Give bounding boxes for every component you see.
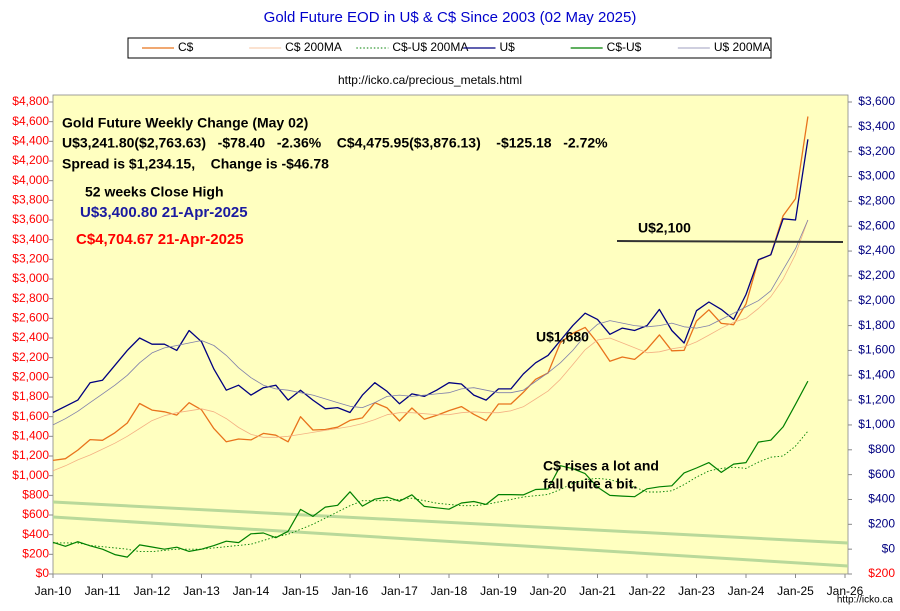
source: http://icko.ca/precious_metals.html	[338, 73, 522, 87]
x-tick-label: Jan-22	[629, 584, 666, 598]
legend-label: C$	[178, 40, 194, 54]
y-tick-label: $2,400	[12, 330, 49, 344]
y-tick-label: $1,200	[12, 448, 49, 462]
annotation: C$ rises a lot and	[543, 458, 659, 474]
y-tick-label: $3,200	[12, 252, 49, 266]
y2-tick-label: $1,000	[858, 417, 895, 431]
note: U$3,400.80 21-Apr-2025	[80, 204, 248, 221]
x-tick-label: Jan-18	[431, 584, 468, 598]
chart-title: Gold Future EOD in U$ & C$ Since 2003 (0…	[264, 9, 637, 26]
series-line	[52, 380, 809, 558]
y2-tick-label: $1,800	[858, 318, 895, 332]
legend-label: C$-U$	[607, 40, 642, 54]
trend-line	[52, 500, 849, 545]
y-tick-label: $3,800	[12, 193, 49, 207]
y2-tick-label: $2,600	[858, 218, 895, 232]
x-tick-label: Jan-24	[728, 584, 765, 598]
y-tick-label: $2,200	[12, 350, 49, 364]
y2-tick-label: $2,400	[858, 243, 895, 257]
annotation: U$1,680	[536, 329, 589, 345]
y2-tick-label: $0	[882, 541, 896, 555]
legend-label: C$-U$ 200MA	[392, 40, 468, 54]
note: 52 weeks Close High	[85, 184, 224, 200]
note: C$4,704.67 21-Apr-2025	[76, 231, 244, 248]
y-tick-label: $200	[22, 547, 49, 561]
reference-line	[616, 240, 844, 243]
note: Spread is $1,234.15, Change is -$46.78	[62, 156, 329, 172]
x-tick-label: Jan-16	[332, 584, 369, 598]
y-tick-label: $1,800	[12, 389, 49, 403]
y-tick-label: $1,400	[12, 429, 49, 443]
legend	[127, 37, 772, 59]
x-tick-label: Jan-23	[678, 584, 715, 598]
trend-line	[52, 515, 849, 568]
series-group	[52, 116, 809, 558]
x-tick-label: Jan-15	[282, 584, 319, 598]
note: U$3,241.80($2,763.63) -$78.40 -2.36% C$4…	[62, 135, 608, 151]
legend-label: U$ 200MA	[714, 40, 771, 54]
y-tick-label: $4,800	[12, 94, 49, 108]
series-line	[52, 219, 809, 426]
x-tick-label: Jan-25	[777, 584, 814, 598]
legend-label: C$ 200MA	[285, 40, 342, 54]
y-tick-label: $600	[22, 507, 49, 521]
y-tick-label: $4,400	[12, 134, 49, 148]
y2-tick-label: $200	[868, 566, 895, 580]
y-tick-label: $3,400	[12, 232, 49, 246]
y-tick-label: $800	[22, 488, 49, 502]
y-tick-label: $3,600	[12, 212, 49, 226]
y2-tick-label: $3,000	[858, 169, 895, 183]
y2-tick-label: $600	[868, 467, 895, 481]
y2-tick-label: $2,000	[858, 293, 895, 307]
x-tick-label: Jan-13	[183, 584, 220, 598]
y-tick-label: $2,000	[12, 370, 49, 384]
y-tick-label: $4,000	[12, 173, 49, 187]
y2-tick-label: $1,600	[858, 343, 895, 357]
annotation: U$2,100	[638, 220, 691, 236]
y-tick-label: $4,200	[12, 153, 49, 167]
y2-tick-label: $3,600	[858, 94, 895, 108]
y2-tick-label: $2,200	[858, 268, 895, 282]
x-tick-label: Jan-26	[827, 584, 864, 598]
y2-tick-label: $3,200	[858, 144, 895, 158]
credit: http://icko.ca	[837, 595, 894, 606]
y2-tick-label: $2,800	[858, 194, 895, 208]
legend-items: C$ C$ 200MA C$-U$ 200MA U$ C$-U$ U$ 200MA	[142, 40, 771, 54]
x-tick-label: Jan-14	[233, 584, 270, 598]
y2-tick-label: $200	[868, 516, 895, 530]
y2-tick-label: $1,200	[858, 392, 895, 406]
series-line	[52, 116, 809, 462]
y2-tick-label: $400	[868, 492, 895, 506]
y2-tick-label: $800	[868, 442, 895, 456]
series-line	[52, 139, 809, 414]
y-tick-label: $1,600	[12, 409, 49, 423]
y-tick-label: $2,800	[12, 291, 49, 305]
y-tick-label: $3,000	[12, 271, 49, 285]
series-line	[53, 430, 809, 553]
y-tick-label: $1,000	[12, 468, 49, 482]
note: Gold Future Weekly Change (May 02)	[62, 115, 308, 131]
y2-tick-label: $3,400	[858, 119, 895, 133]
x-tick-label: Jan-20	[530, 584, 567, 598]
y-tick-label: $0	[36, 566, 50, 580]
x-tick-label: Jan-19	[480, 584, 517, 598]
y-tick-label: $2,600	[12, 311, 49, 325]
legend-label: U$	[500, 40, 516, 54]
series-line	[52, 219, 809, 472]
annotation: fall quite a bit.	[543, 476, 637, 492]
x-tick-label: Jan-11	[85, 584, 121, 598]
x-tick-label: Jan-12	[134, 584, 171, 598]
y2-tick-label: $1,400	[858, 367, 895, 381]
x-tick-label: Jan-17	[381, 584, 418, 598]
plot-area	[52, 94, 849, 575]
y-tick-label: $400	[22, 527, 49, 541]
x-tick-label: Jan-21	[579, 584, 616, 598]
y-tick-label: $4,600	[12, 114, 49, 128]
x-tick-label: Jan-10	[35, 584, 72, 598]
